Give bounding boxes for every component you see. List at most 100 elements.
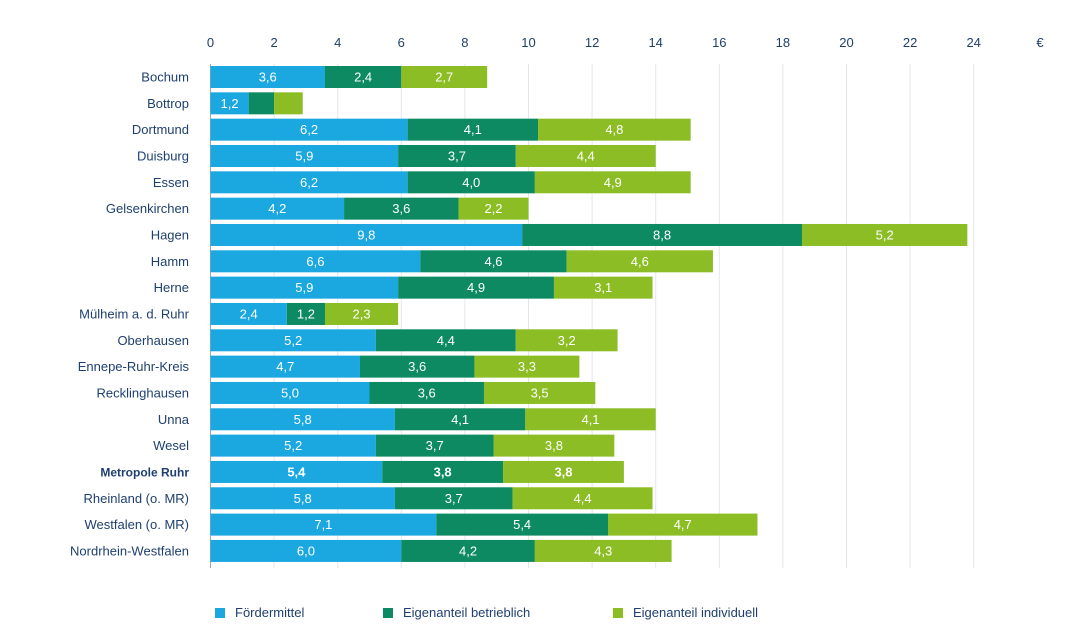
data-label: 3,8 [434, 464, 452, 479]
bar-segment [512, 487, 653, 510]
bar-segment [210, 329, 376, 352]
bar-segment [483, 381, 596, 404]
bar-segment [474, 355, 580, 378]
bar-segment [394, 487, 513, 510]
data-label: 4,9 [467, 280, 485, 295]
data-label: 5,4 [513, 517, 531, 532]
bar-segment [210, 434, 376, 457]
data-label: 6,2 [300, 122, 318, 137]
data-label: 7,1 [314, 517, 332, 532]
data-label: 1,2 [297, 306, 315, 321]
data-label: 3,2 [558, 333, 576, 348]
x-tick-label: 16 [712, 35, 726, 50]
legend-swatch-betrieblich [383, 607, 393, 618]
data-label: 4,3 [594, 543, 612, 558]
bar-segment [210, 302, 287, 325]
bar-segment [210, 223, 523, 246]
data-label: 5,9 [295, 148, 313, 163]
x-tick-label: 6 [398, 35, 405, 50]
data-label: 6,6 [306, 254, 324, 269]
data-label: 6,2 [300, 175, 318, 190]
data-label: 3,3 [518, 359, 536, 374]
legend: Fördermittel Eigenanteil betrieblich Eig… [215, 605, 1015, 625]
category-label: Wesel [153, 438, 189, 453]
data-label: 3,6 [418, 385, 436, 400]
x-tick-label: 20 [839, 35, 853, 50]
category-label: Nordrhein-Westfalen [70, 543, 189, 558]
x-tick-label: 12 [585, 35, 599, 50]
category-label: Gelsenkirchen [106, 201, 189, 216]
data-label: 9,8 [357, 227, 375, 242]
category-labels: Bochum Bottrop Dortmund Duisburg Essen Gelsen… [70, 70, 190, 559]
bar-segment [420, 250, 567, 273]
data-label: 5,9 [295, 280, 313, 295]
data-label: 4,9 [604, 175, 622, 190]
legend-item-foerdermittel: Fördermittel [215, 605, 304, 620]
bar-segment [534, 171, 691, 194]
bar-segment [344, 197, 459, 220]
category-label: Dortmund [132, 122, 189, 137]
bar-segment [210, 539, 402, 562]
bar-segment [525, 408, 656, 431]
bar-segment [407, 118, 539, 141]
data-label: 4,1 [464, 122, 482, 137]
bar-segment [436, 513, 608, 536]
category-label: Mülheim a. d. Ruhr [79, 306, 189, 321]
category-label: Hagen [151, 227, 189, 242]
data-label: 5,0 [281, 385, 299, 400]
bar-segment [210, 408, 395, 431]
bar-segment [324, 66, 402, 88]
category-label: Westfalen (o. MR) [84, 517, 189, 532]
bar-segment [553, 276, 653, 299]
x-tick-label: 14 [648, 35, 662, 50]
data-label: 8,8 [653, 227, 671, 242]
bar-segment [210, 355, 360, 378]
bar-segment [210, 513, 437, 536]
data-label: 4,7 [276, 359, 294, 374]
data-label: 3,8 [545, 438, 563, 453]
data-label: 3,1 [594, 280, 612, 295]
bar-segment [286, 302, 325, 325]
data-label: 2,3 [353, 306, 371, 321]
legend-swatch-individuell [613, 607, 623, 618]
data-label: 4,4 [577, 148, 595, 163]
data-label: 4,6 [484, 254, 502, 269]
bar-segment [608, 513, 758, 536]
data-label: 4,2 [459, 543, 477, 558]
x-tick-label: 0 [207, 35, 214, 50]
bar-segment [493, 434, 615, 457]
bar-segment [458, 197, 529, 220]
bar-segment [522, 223, 802, 246]
bar-segment [210, 381, 370, 404]
legend-label-foerdermittel: Fördermittel [235, 605, 305, 620]
x-tick-label: 24 [966, 35, 980, 50]
data-label: 3,7 [445, 491, 463, 506]
data-label: 2,4 [354, 70, 372, 85]
x-tick-label: 18 [776, 35, 790, 50]
data-label: 4,1 [451, 412, 469, 427]
category-label: Metropole Ruhr [100, 465, 189, 479]
data-label: 3,7 [426, 438, 444, 453]
bar-segment [382, 460, 504, 483]
bars: 3,6 2,4 2,7 1,2 6,2 4,1 4,8 5,9 3,7 4,4 6,2 4,0 4,9 4… [210, 66, 968, 562]
data-label: 4,6 [631, 254, 649, 269]
bar-segment [210, 144, 399, 167]
category-label: Recklinghausen [96, 385, 189, 400]
data-label: 3,8 [554, 464, 572, 479]
bar-segment [248, 92, 275, 115]
bar-segment [398, 144, 516, 167]
data-label: 1,2 [221, 96, 239, 111]
data-label: 4,8 [605, 122, 623, 137]
bar-segment [503, 460, 624, 483]
category-label: Bottrop [147, 96, 189, 111]
bar-segment [210, 276, 399, 299]
x-tick-label: 4 [334, 35, 341, 50]
bar-segment [274, 92, 303, 115]
bar-segment [375, 434, 494, 457]
legend-item-betrieblich: Eigenanteil betrieblich [383, 605, 530, 620]
bar-segment [407, 171, 535, 194]
data-label: 5,2 [876, 227, 894, 242]
data-label: 5,4 [287, 464, 306, 479]
bar-segment [210, 487, 395, 510]
bar-segment [394, 408, 526, 431]
